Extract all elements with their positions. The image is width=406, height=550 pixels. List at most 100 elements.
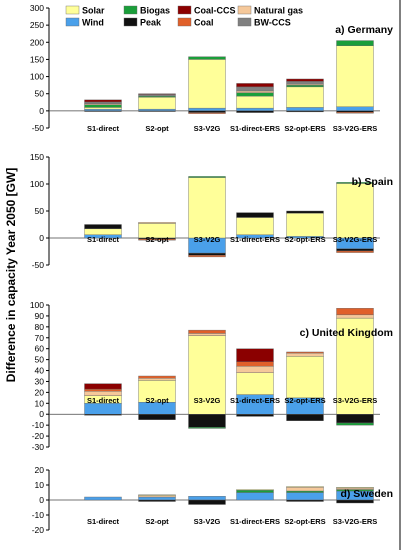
bar-segment-solar-s1-direct-ers [236,217,274,235]
y-tick-label: 10 [35,480,45,490]
bar-segment-peak-s3-v2g-ers [336,110,374,113]
panel-d-sweden: -20 -10 0 10 20 S1-direct S2-opt S3-V2G S1-direc… [32,465,393,535]
y-tick-label: 200 [30,37,44,47]
x-tick-label-s2-opt: S2-opt [145,517,169,526]
bar-segment-wind-s1-direct-ers [236,492,274,501]
y-tick-label: 10 [35,398,45,408]
y-tick-label: 0 [39,106,44,116]
bar-segment-coal-s2-opt [138,238,176,241]
bar-segment-peak-s3-v2g [188,252,226,256]
bar-segment-wind-s3-v2g [188,496,226,501]
bar-segment-coal-s3-v2g [188,255,226,258]
bar-segment-coal-ccs-s1-direct [84,383,122,390]
y-tick-label: 0 [39,409,44,419]
bar-segment-wind-s1-direct [84,496,122,501]
x-tick-label-s1-direct: S1-direct [87,124,120,133]
bar-segment-solar-s3-v2g [188,177,226,239]
bar-segment-biogas-s3-v2g [188,427,226,429]
bar-segment-solar-s1-direct-ers [236,372,274,395]
bar-segment-natural-gas-s2-opt [138,377,176,381]
legend-item-solar: Solar [65,6,105,16]
bar-segment-natural-gas-s1-direct-ers [236,90,274,93]
bar-segment-natural-gas-s1-direct-ers [236,365,274,373]
y-tick-label: -20 [32,525,45,535]
y-tick-label: 50 [35,206,45,216]
bar-segment-coal-s3-v2g [188,112,226,114]
bar-segment-biogas-s2-opt-ers [286,84,324,88]
panel-a-germany: -50 0 50 100 150 200 250 300 S1-direct S2-opt S3-V… [30,3,393,133]
bar-segment-solar-s3-v2g-ers [336,45,374,107]
y-tick-label: 80 [35,322,45,332]
legend-item-natural-gas: Natural gas [237,6,303,16]
x-tick-label-s3-v2g-ers: S3-V2G-ERS [333,517,378,526]
bar-segment-biogas-s3-v2g [188,56,226,60]
legend: Solar Biogas Coal-CCS Natural gas Wind Peak Co… [65,6,303,28]
y-tick-label: 300 [30,3,44,13]
bar-segment-peak-s3-v2g [188,499,226,505]
y-tick-label: -10 [32,510,45,520]
bar-segment-coal-s1-direct [84,388,122,392]
legend-item-biogas: Biogas [123,6,170,16]
bar-segment-solar-s2-opt-ers [286,356,324,399]
x-tick-label-s1-direct-ers: S1-direct-ERS [230,517,280,526]
bar-segment-biogas-s1-direct-ers [236,490,274,493]
bar-segment-solar-s2-opt-ers [286,212,324,237]
bar-segment-solar-s2-opt [138,494,176,496]
bar-segment-coal-s3-v2g-ers [336,308,374,316]
bar-segment-wind-s2-opt [138,496,176,501]
bar-segment-solar-s3-v2g [188,59,226,109]
panel-title: a) Germany [335,24,393,36]
bar-segment-wind-s3-v2g [188,107,226,112]
legend-item-coal: Coal [177,18,214,28]
legend-item-coal-ccs: Coal-CCS [177,6,236,16]
x-tick-label-s3-v2g: S3-V2G [194,396,221,405]
legend-item-wind: Wind [65,18,104,28]
y-tick-label: 150 [30,152,44,162]
bar-segment-coal-ccs-s1-direct [84,99,122,103]
bar-segment-solar-s1-direct [84,228,122,235]
y-tick-label: 100 [30,300,44,310]
bar-segment-solar-s1-direct-ers [236,95,274,109]
bar-segment-natural-gas-s3-v2g-ers [336,314,374,319]
bar-segment-coal-ccs-s2-opt [138,93,176,95]
y-tick-label: 250 [30,20,44,30]
y-tick-label: -50 [32,123,45,133]
bar-segment-peak-s1-direct [84,414,122,416]
bar-segment-bw-ccs-s2-opt-ers [286,81,324,85]
bar-segment-peak-s3-v2g [188,110,226,113]
bar-segment-peak-s3-v2g-ers [336,248,374,252]
bar-segment-natural-gas-s3-v2g [188,333,226,336]
bar-segment-biogas-s3-v2g-ers [336,422,374,426]
bar-segment-peak-s3-v2g-ers [336,499,374,504]
bar-segment-peak-s3-v2g-ers [336,414,374,424]
bar-segment-coal-s2-opt [138,375,176,379]
panel-title: b) Spain [352,176,393,188]
y-tick-label: 70 [35,333,45,343]
bar-segment-solar-s2-opt-ers [286,486,324,488]
legend-item-peak: Peak [123,17,162,28]
y-axis-label: Difference in capacity Year 2050 [GW] [4,168,18,383]
bar-segment-peak-s2-opt-ers [286,210,324,214]
bar-segment-solar-s1-direct-ers [236,489,274,491]
legend-swatch-bw-ccs [237,17,252,27]
bar-segment-peak-s2-opt [138,499,176,502]
bar-segment-wind-s3-v2g-ers [336,106,374,112]
bar-segment-biogas-s1-direct [84,104,122,108]
x-tick-label-s3-v2g: S3-V2G [194,235,221,244]
bar-segment-peak-s1-direct [84,224,122,230]
y-tick-label: 100 [30,72,44,82]
y-tick-label: 30 [35,376,45,386]
legend-label-bw-ccs: BW-CCS [254,18,291,28]
bar-segment-coal-ccs-s1-direct-ers [236,348,274,363]
y-tick-label: -30 [32,442,45,452]
bar-segment-biogas-s1-direct-ers [236,92,274,97]
y-tick-label: 20 [35,387,45,397]
legend-label-biogas: Biogas [140,6,170,16]
bar-segment-peak-s1-direct-ers [236,212,274,218]
legend-swatch-peak [123,17,138,27]
y-tick-label: 0 [39,495,44,505]
bar-segment-wind-s2-opt-ers [286,107,324,112]
bar-segment-solar-s2-opt [138,96,176,110]
x-tick-label-s3-v2g: S3-V2G [194,124,221,133]
